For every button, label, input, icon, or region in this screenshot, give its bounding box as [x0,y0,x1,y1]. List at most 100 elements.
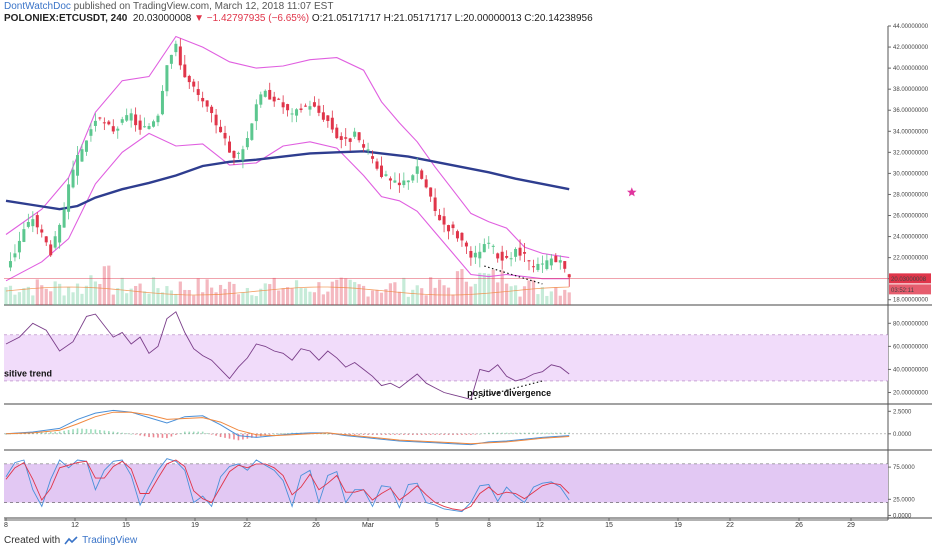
macd-histogram-bar [76,428,79,434]
candle-body [429,187,433,197]
candle-body [58,224,62,243]
volume-bar [22,288,26,305]
stoch-y-tick-label: 0.0000 [893,513,912,519]
candle-body [62,209,66,228]
candle-body [174,43,178,53]
candle-body [102,122,106,124]
volume-bar [214,292,218,305]
macd-line [5,409,570,446]
current-price-tag: 20.03000008 [891,277,927,283]
candle-body [241,149,245,161]
price-tag-bg [889,273,931,284]
macd-histogram-bar [219,433,222,438]
volume-bar [196,278,200,305]
price-y-tick-label: 32.00000000 [893,150,929,156]
volume-bar [93,281,97,305]
volume-bar [8,285,13,305]
macd-histogram-bar [349,433,351,435]
candle-body [67,184,71,212]
volume-bar [40,285,44,305]
candle-body [536,263,540,270]
volume-bar [437,279,442,305]
candle-body [228,141,231,153]
volume-bar [545,295,549,305]
volume-bar [411,289,415,305]
candle-body [17,240,21,253]
candle-body [567,274,571,278]
candle-body [111,126,115,132]
macd-histogram-bar [282,433,284,435]
macd-histogram-bar [474,433,477,435]
candle-body [35,215,39,228]
candle-body [214,114,218,126]
volume-bar [286,287,290,305]
bollinger-upper-line [5,35,570,259]
volume-bar [254,296,258,305]
macd-histogram-bar [443,433,445,435]
bollinger-lower-line [5,132,570,282]
candle-body [272,96,276,102]
candle-body [152,121,156,127]
x-tick-label: 5 [435,522,439,529]
candle-body [545,260,549,269]
volume-bar [250,295,254,305]
symbol-legend: POLONIEX:ETCUSDT, 240 20.03000008 ▼ −1.4… [4,13,593,24]
volume-bar [500,270,504,305]
volume-bar [205,279,209,305]
macd-histogram-bar [215,433,217,436]
candle-body [554,255,558,263]
author-link[interactable]: DontWatchDoc [4,1,71,12]
candle-body [478,251,482,259]
volume-bar [160,292,165,305]
candle-body [371,156,375,159]
volume-bar [308,291,312,305]
price-y-tick-label: 40.00000000 [893,66,929,72]
macd-signal-line [5,411,570,445]
macd-histogram-bar [81,428,83,434]
macd-histogram-bar [67,430,70,434]
volume-bar [317,282,321,305]
volume-bar [129,288,133,305]
divergence-annotation: positive divergence [467,388,551,398]
macd-histogram-bar [425,433,427,435]
candle-body [312,102,316,107]
volume-bar [397,291,401,305]
volume-bar [424,295,428,305]
tradingview-brand-link[interactable]: TradingView [82,535,138,546]
candle-body [138,120,142,130]
volume-bar [540,287,544,305]
volume-bar [236,294,241,305]
macd-histogram-bar [398,433,401,435]
macd-histogram-bar [452,433,454,435]
macd-histogram-bar [327,433,329,435]
candle-body [299,108,303,110]
stoch-d-line [5,459,570,511]
candle-body [518,247,522,256]
macd-histogram-bar [367,433,369,435]
macd-histogram-bar [228,433,231,439]
volume-bar [223,288,227,305]
candle-body [263,90,267,97]
candle-body [192,81,196,87]
candle-body [196,89,200,95]
volume-bar [491,269,495,305]
candle-body [250,123,254,140]
macd-histogram-bar [206,432,208,434]
macd-histogram-bar [99,430,101,434]
candle-body [84,140,88,152]
macd-histogram-bar [353,433,356,435]
macd-histogram-bar [139,433,141,436]
candle-body [134,114,138,126]
candle-body [348,138,352,142]
volume-bar [379,292,384,305]
moving-average-line [5,150,570,211]
macd-histogram-bar [277,433,280,435]
volume-bar [107,265,111,305]
volume-bar [201,292,205,305]
price-y-tick-label: 44.00000000 [893,24,929,30]
macd-histogram-bar [103,430,106,434]
macd-histogram-bar [45,432,48,434]
macd-histogram-bar [514,432,517,434]
candle-body [268,89,272,100]
